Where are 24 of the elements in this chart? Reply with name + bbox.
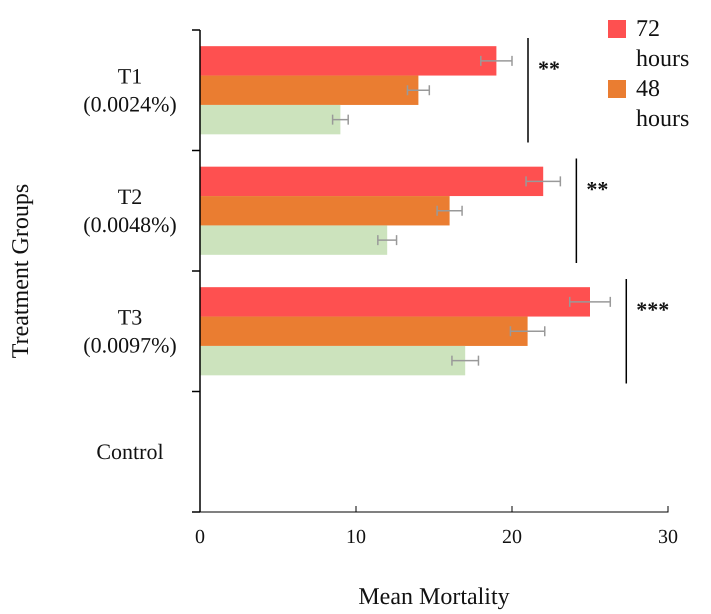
bar [200, 46, 496, 76]
bar [200, 225, 388, 255]
x-tick-label: 20 [502, 526, 522, 548]
y-tick-label: T3 (0.0097%) [83, 304, 177, 358]
y-tick-label: T2 (0.0048%) [83, 184, 177, 237]
bar [200, 196, 450, 226]
x-axis-title: Mean Mortality [358, 584, 510, 610]
x-tick-label: 30 [658, 526, 678, 548]
x-tick-label: 10 [346, 526, 366, 548]
annotation: ** [586, 176, 608, 202]
legend-label: 48 hours [636, 76, 690, 132]
bar [200, 346, 466, 376]
annotation: *** [636, 297, 670, 322]
legend-label: 72 hours [636, 16, 690, 72]
y-axis-title: Treatment Groups [8, 184, 34, 358]
annotation: ** [538, 56, 560, 81]
y-tick-label: Control [96, 438, 164, 464]
bar [200, 287, 590, 317]
bar [200, 316, 528, 346]
x-tick-label: 0 [195, 526, 205, 548]
y-tick-label: T1 (0.0024%) [83, 63, 177, 116]
bar [200, 166, 544, 196]
bar [200, 76, 418, 105]
bar [200, 104, 340, 134]
